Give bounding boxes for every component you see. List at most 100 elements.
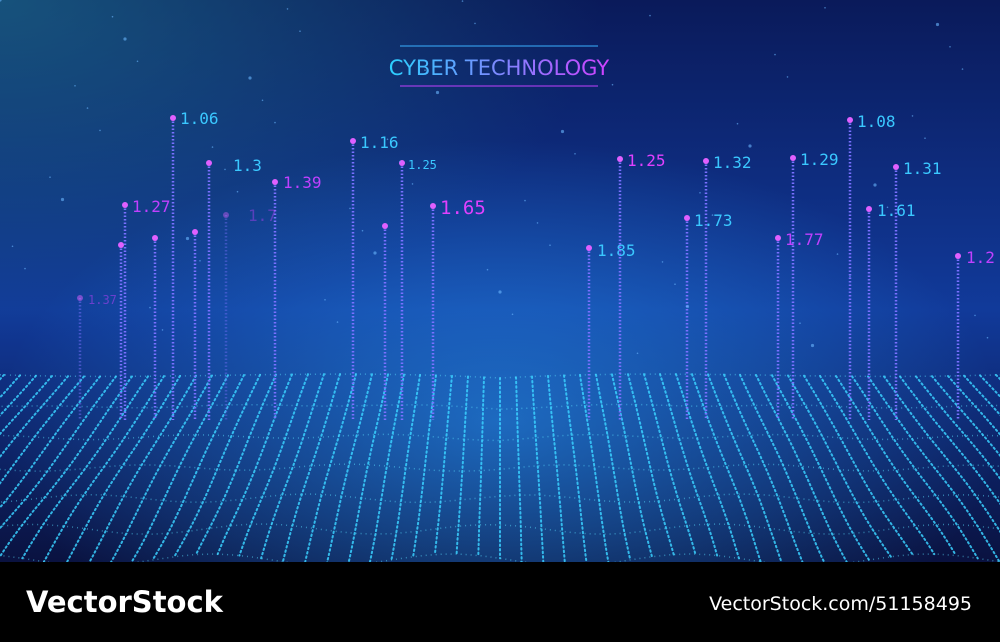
star bbox=[911, 115, 914, 117]
value-label: 1.37 bbox=[88, 293, 117, 307]
star bbox=[799, 322, 801, 325]
mesh-line bbox=[819, 374, 936, 556]
star bbox=[486, 268, 489, 271]
star bbox=[873, 183, 877, 187]
data-pillars: 1.06 1.3 1.39 1.27 1.7 1.16 1.25 1.65 1.85 1.25 1.… bbox=[77, 109, 995, 420]
star bbox=[349, 207, 351, 210]
pillar-cap bbox=[586, 245, 592, 251]
pillar-cap bbox=[118, 242, 124, 248]
star bbox=[99, 129, 101, 132]
mesh-line bbox=[563, 374, 588, 567]
pillar-cap bbox=[893, 164, 899, 170]
value-label: 1.27 bbox=[132, 197, 171, 216]
mesh-line bbox=[108, 374, 213, 567]
star bbox=[685, 304, 690, 309]
star bbox=[86, 107, 89, 109]
star bbox=[824, 6, 826, 9]
mesh-line bbox=[531, 375, 545, 566]
value-label: 1.25 bbox=[627, 151, 666, 170]
mesh-line bbox=[455, 375, 469, 556]
footer-id: VectorStock.com/51158495 bbox=[709, 593, 972, 615]
star bbox=[636, 352, 639, 355]
star bbox=[736, 122, 739, 125]
star bbox=[399, 160, 401, 163]
pillar-cap bbox=[206, 160, 212, 166]
mesh-line bbox=[347, 373, 389, 567]
mesh-line bbox=[771, 374, 871, 561]
star bbox=[748, 144, 752, 148]
star bbox=[498, 290, 502, 294]
star bbox=[74, 85, 76, 87]
star bbox=[236, 190, 239, 193]
star bbox=[424, 69, 426, 71]
star bbox=[549, 244, 551, 246]
mesh-line bbox=[931, 375, 1000, 457]
star bbox=[299, 30, 301, 32]
star bbox=[849, 275, 851, 278]
star bbox=[248, 76, 252, 80]
star bbox=[435, 90, 440, 95]
mesh-ring bbox=[0, 493, 1000, 504]
star bbox=[274, 121, 276, 124]
mesh-line bbox=[627, 373, 675, 556]
mesh-line bbox=[477, 376, 485, 557]
value-label: 1.16 bbox=[360, 133, 399, 152]
mesh-line bbox=[835, 375, 957, 557]
mesh-line bbox=[390, 373, 421, 561]
star bbox=[411, 183, 414, 185]
star bbox=[961, 68, 964, 70]
star bbox=[386, 138, 389, 141]
pillar-cap bbox=[847, 117, 853, 123]
pillar-cap bbox=[382, 223, 388, 229]
star bbox=[324, 299, 326, 301]
mesh-line bbox=[707, 373, 784, 566]
star bbox=[536, 222, 539, 224]
star bbox=[649, 14, 651, 17]
star bbox=[136, 60, 139, 63]
star bbox=[49, 176, 51, 178]
star bbox=[810, 343, 815, 348]
star bbox=[661, 261, 664, 263]
star bbox=[161, 329, 164, 331]
star bbox=[836, 253, 839, 255]
pillar-cap bbox=[152, 235, 158, 241]
star bbox=[560, 129, 565, 134]
mesh-ring bbox=[0, 433, 1000, 442]
star bbox=[60, 197, 65, 202]
star bbox=[361, 229, 364, 232]
mesh-line bbox=[281, 373, 341, 563]
value-label: 1.32 bbox=[713, 153, 752, 172]
star bbox=[774, 53, 776, 56]
star bbox=[574, 153, 576, 155]
mesh-line bbox=[195, 373, 277, 556]
star bbox=[111, 15, 114, 18]
wave-mesh bbox=[0, 373, 1000, 567]
star bbox=[674, 283, 676, 286]
star bbox=[185, 236, 190, 241]
mesh-line bbox=[86, 374, 197, 567]
pillar-cap bbox=[703, 158, 709, 164]
mesh-line bbox=[739, 373, 827, 567]
value-label: 1.06 bbox=[180, 109, 219, 128]
star bbox=[711, 214, 714, 216]
pillar-cap bbox=[790, 155, 796, 161]
mesh-line bbox=[0, 375, 101, 510]
star bbox=[599, 61, 601, 64]
star bbox=[986, 336, 989, 339]
pillar-cap bbox=[223, 212, 229, 218]
star bbox=[24, 267, 26, 270]
mesh-line bbox=[368, 373, 405, 565]
star bbox=[949, 46, 951, 48]
value-label: 1.31 bbox=[903, 159, 942, 178]
star bbox=[924, 137, 926, 139]
mesh-line bbox=[64, 374, 181, 566]
mesh-line bbox=[151, 374, 245, 561]
value-label: 1.61 bbox=[877, 201, 916, 220]
mesh-line bbox=[915, 375, 1000, 481]
value-label: 1.77 bbox=[785, 230, 824, 249]
pillar-cap bbox=[430, 203, 436, 209]
value-label: 1.29 bbox=[800, 150, 839, 169]
star bbox=[886, 206, 889, 209]
mesh-line bbox=[0, 375, 117, 530]
